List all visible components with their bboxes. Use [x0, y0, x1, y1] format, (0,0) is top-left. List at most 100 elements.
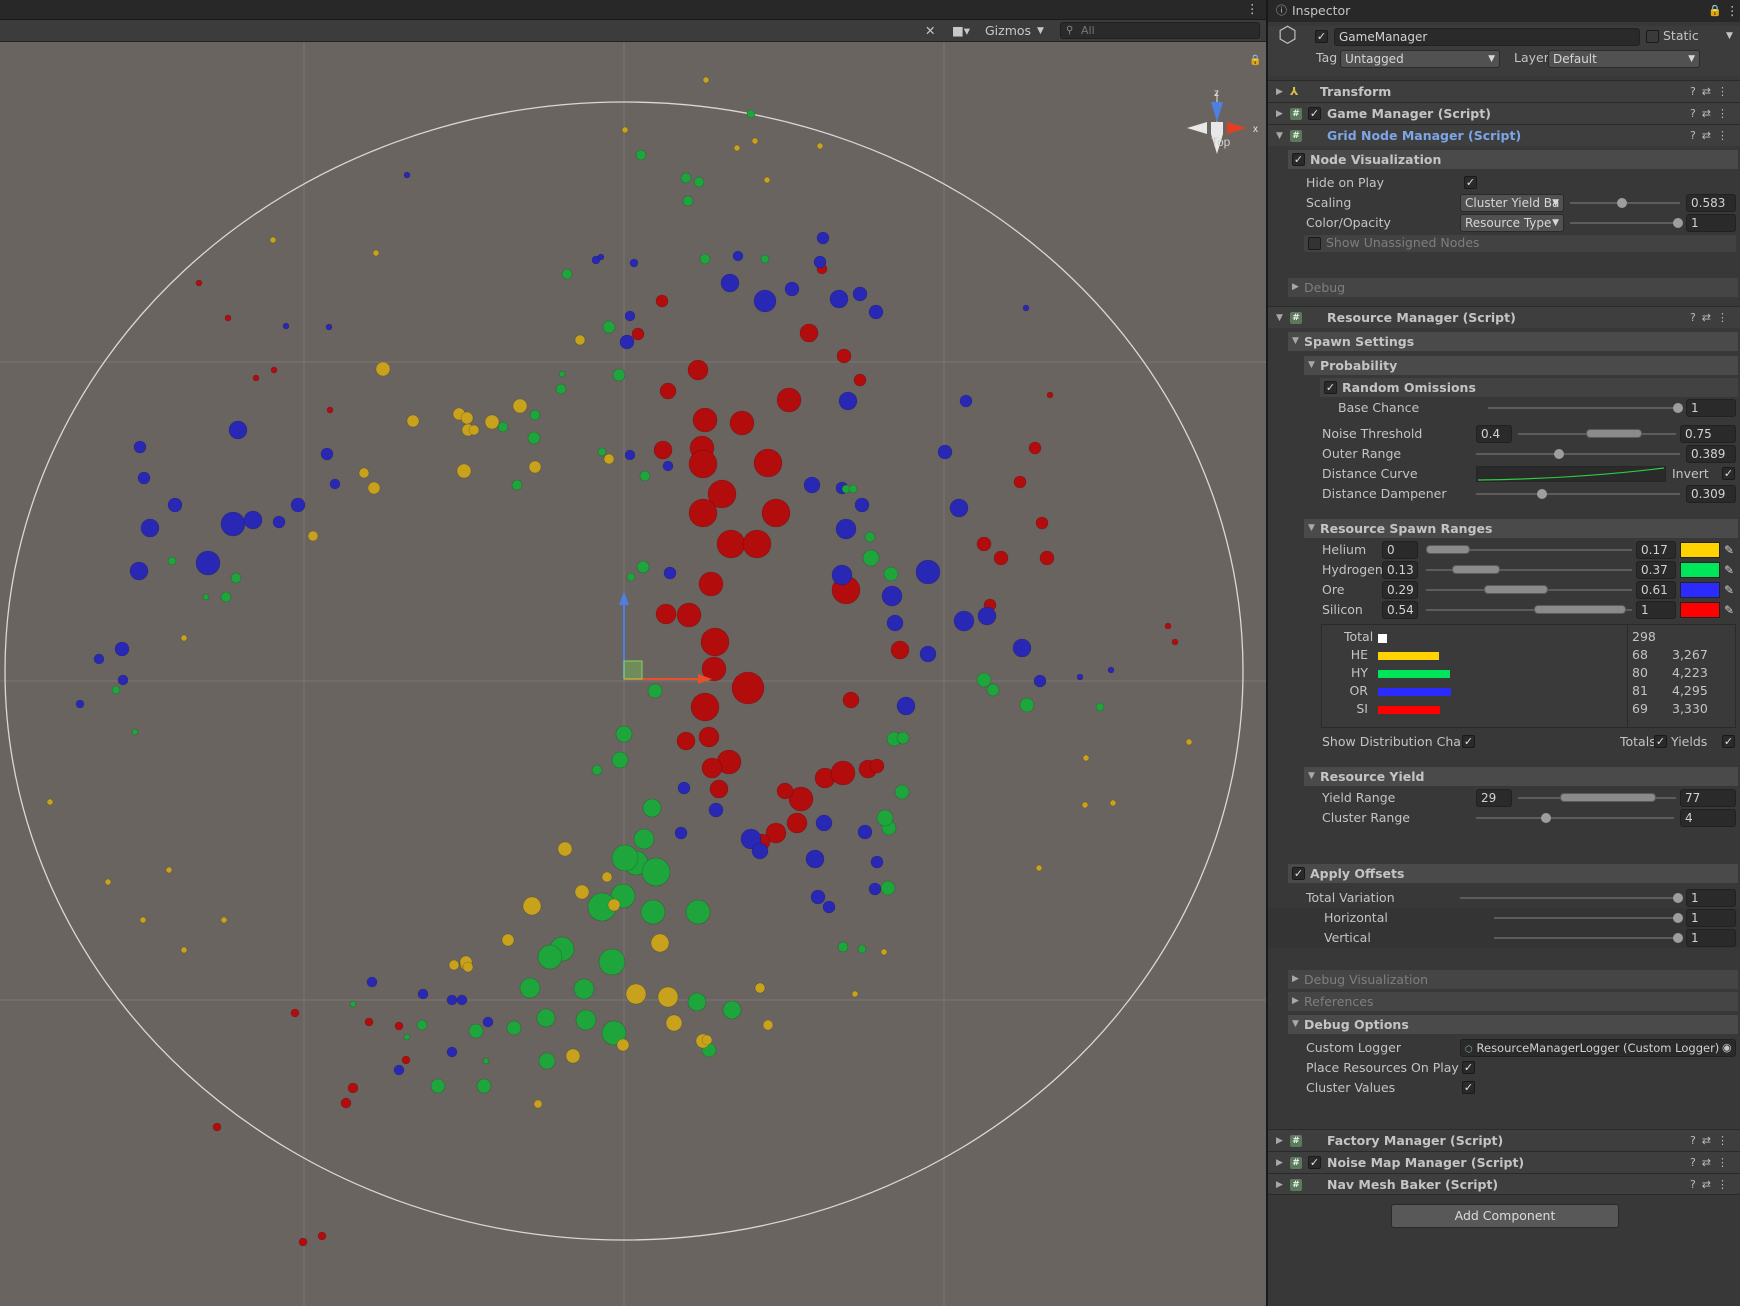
slider-handle[interactable] [1673, 403, 1683, 413]
camera-icon[interactable]: ■▾ [952, 23, 971, 38]
range-handle[interactable] [1452, 565, 1500, 574]
foldout-arrow-icon[interactable]: ▶ [1292, 996, 1299, 1006]
color-value-field[interactable]: 1 [1686, 214, 1736, 232]
lock-icon[interactable]: 🔒 [1708, 4, 1722, 17]
resource-yield-foldout[interactable]: ▼ Resource Yield [1304, 767, 1738, 786]
static-dropdown-icon[interactable]: ▼ [1726, 31, 1733, 41]
distance-curve-field[interactable] [1476, 466, 1666, 482]
cluster-values-checkbox[interactable]: ✓ [1462, 1081, 1475, 1094]
component-header-icons[interactable]: ?⇄⋮ [1689, 129, 1734, 142]
random-omissions-checkbox[interactable]: ✓ [1324, 381, 1337, 394]
range-handle[interactable] [1586, 429, 1642, 438]
foldout-arrow-icon[interactable]: ▶ [1292, 974, 1299, 984]
range-min-field[interactable]: 0 [1382, 541, 1418, 559]
foldout-arrow-icon[interactable]: ▼ [1308, 360, 1315, 370]
outer-range-field[interactable]: 0.389 [1686, 445, 1736, 463]
distance-dampener-field[interactable]: 0.309 [1686, 485, 1736, 503]
references-foldout[interactable]: ▶ References [1288, 992, 1738, 1011]
foldout-arrow-icon[interactable]: ▼ [1308, 523, 1315, 533]
component-noise-map-manager[interactable]: ▶ # ✓ Noise Map Manager (Script) ?⇄⋮ [1268, 1151, 1740, 1173]
component-game-manager[interactable]: ▶ # ✓ Game Manager (Script) ?⇄⋮ [1268, 102, 1740, 124]
slider-track[interactable] [1570, 222, 1680, 224]
color-swatch[interactable] [1680, 562, 1720, 578]
node-visualization-foldout[interactable]: ✓ Node Visualization [1288, 150, 1738, 169]
base-chance-field[interactable]: 1 [1686, 399, 1736, 417]
hide-on-play-checkbox[interactable]: ✓ [1464, 176, 1477, 189]
range-handle[interactable] [1534, 605, 1626, 614]
range-handle[interactable] [1484, 585, 1548, 594]
slider-handle[interactable] [1554, 449, 1564, 459]
layer-dropdown[interactable]: Default ▼ [1548, 50, 1700, 68]
component-header-icons[interactable]: ?⇄⋮ [1689, 107, 1734, 120]
slider-track[interactable] [1488, 407, 1680, 409]
custom-logger-field[interactable]: ⬡ ResourceManagerLogger (Custom Logger) [1460, 1039, 1736, 1057]
range-min-field[interactable]: 0.54 [1382, 601, 1418, 619]
range-min-field[interactable]: 0.13 [1382, 561, 1418, 579]
eyedropper-icon[interactable]: ✎ [1724, 583, 1735, 597]
scene-canvas[interactable]: z x 🔒 Top [0, 42, 1266, 1306]
yield-max-field[interactable]: 77 [1680, 789, 1736, 807]
enabled-checkbox[interactable]: ✓ [1308, 107, 1321, 120]
foldout-arrow-icon[interactable]: ▶ [1276, 109, 1283, 119]
gizmos-button[interactable]: Gizmos [985, 23, 1032, 38]
place-resources-checkbox[interactable]: ✓ [1462, 1061, 1475, 1074]
tools-icon[interactable]: ✕ [925, 23, 936, 38]
component-header-icons[interactable]: ?⇄⋮ [1689, 1156, 1734, 1169]
foldout-arrow-icon[interactable]: ▶ [1276, 87, 1283, 97]
noise-max-field[interactable]: 0.75 [1680, 425, 1736, 443]
slider-track[interactable] [1494, 937, 1680, 939]
slider-handle[interactable] [1673, 933, 1683, 943]
slider-track[interactable] [1476, 817, 1674, 819]
yields-checkbox[interactable]: ✓ [1722, 735, 1735, 748]
slider-track[interactable] [1460, 897, 1680, 899]
range-max-field[interactable]: 1 [1636, 601, 1676, 619]
scaling-value-field[interactable]: 0.583 [1686, 194, 1736, 212]
foldout-arrow-icon[interactable]: ▶ [1292, 282, 1299, 292]
horizontal-field[interactable]: 1 [1686, 909, 1736, 927]
active-checkbox[interactable]: ✓ [1315, 30, 1328, 43]
spawn-settings-foldout[interactable]: ▼ Spawn Settings [1288, 332, 1738, 351]
component-header-icons[interactable]: ?⇄⋮ [1689, 1134, 1734, 1147]
scene-view[interactable]: ⋮ ✕ ■▾ Gizmos ▼ All ⚲ [0, 0, 1266, 1306]
range-handle[interactable] [1560, 793, 1656, 802]
slider-handle[interactable] [1673, 893, 1683, 903]
vertical-field[interactable]: 1 [1686, 929, 1736, 947]
component-header-icons[interactable]: ?⇄⋮ [1689, 311, 1734, 324]
probability-foldout[interactable]: ▼ Probability [1304, 356, 1738, 375]
range-track[interactable] [1426, 549, 1632, 551]
slider-handle[interactable] [1673, 913, 1683, 923]
total-variation-field[interactable]: 1 [1686, 889, 1736, 907]
component-grid-node-manager[interactable]: ▼ # Grid Node Manager (Script) ?⇄⋮ [1268, 124, 1740, 146]
debug-options-foldout[interactable]: ▼ Debug Options [1288, 1015, 1738, 1034]
apply-offsets-foldout[interactable]: ✓ Apply Offsets [1288, 864, 1738, 883]
color-swatch[interactable] [1680, 542, 1720, 558]
show-unassigned-checkbox[interactable] [1308, 237, 1321, 250]
color-swatch[interactable] [1680, 582, 1720, 598]
foldout-arrow-icon[interactable]: ▶ [1276, 1158, 1283, 1168]
yield-min-field[interactable]: 29 [1476, 789, 1512, 807]
component-header-icons[interactable]: ?⇄⋮ [1689, 85, 1734, 98]
show-distribution-checkbox[interactable]: ✓ [1462, 735, 1475, 748]
foldout-arrow-icon[interactable]: ▼ [1292, 1019, 1299, 1029]
invert-checkbox[interactable]: ✓ [1722, 467, 1735, 480]
scene-search-input[interactable]: All [1060, 22, 1260, 39]
foldout-arrow-icon[interactable]: ▼ [1308, 771, 1315, 781]
more-options-icon[interactable]: ⋮ [1246, 1, 1259, 16]
component-header-icons[interactable]: ?⇄⋮ [1689, 1178, 1734, 1191]
debug-foldout[interactable]: ▶ Debug [1288, 278, 1738, 297]
node-visualization-checkbox[interactable]: ✓ [1292, 153, 1305, 166]
color-mode-dropdown[interactable]: Resource Type ▼ [1460, 214, 1564, 232]
random-omissions-foldout[interactable]: ✓ Random Omissions [1320, 378, 1738, 397]
slider-handle[interactable] [1537, 489, 1547, 499]
eyedropper-icon[interactable]: ✎ [1724, 543, 1735, 557]
foldout-arrow-icon[interactable]: ▶ [1276, 1180, 1283, 1190]
range-track[interactable] [1426, 609, 1632, 611]
debug-visualization-foldout[interactable]: ▶ Debug Visualization [1288, 970, 1738, 989]
add-component-button[interactable]: Add Component [1391, 1204, 1619, 1228]
component-factory-manager[interactable]: ▶ # Factory Manager (Script) ?⇄⋮ [1268, 1129, 1740, 1151]
slider-handle[interactable] [1617, 198, 1627, 208]
slider-track[interactable] [1476, 493, 1680, 495]
totals-checkbox[interactable]: ✓ [1654, 735, 1667, 748]
foldout-arrow-icon[interactable]: ▶ [1276, 1136, 1283, 1146]
component-transform[interactable]: ▶ ⅄ Transform ?⇄⋮ [1268, 80, 1740, 102]
